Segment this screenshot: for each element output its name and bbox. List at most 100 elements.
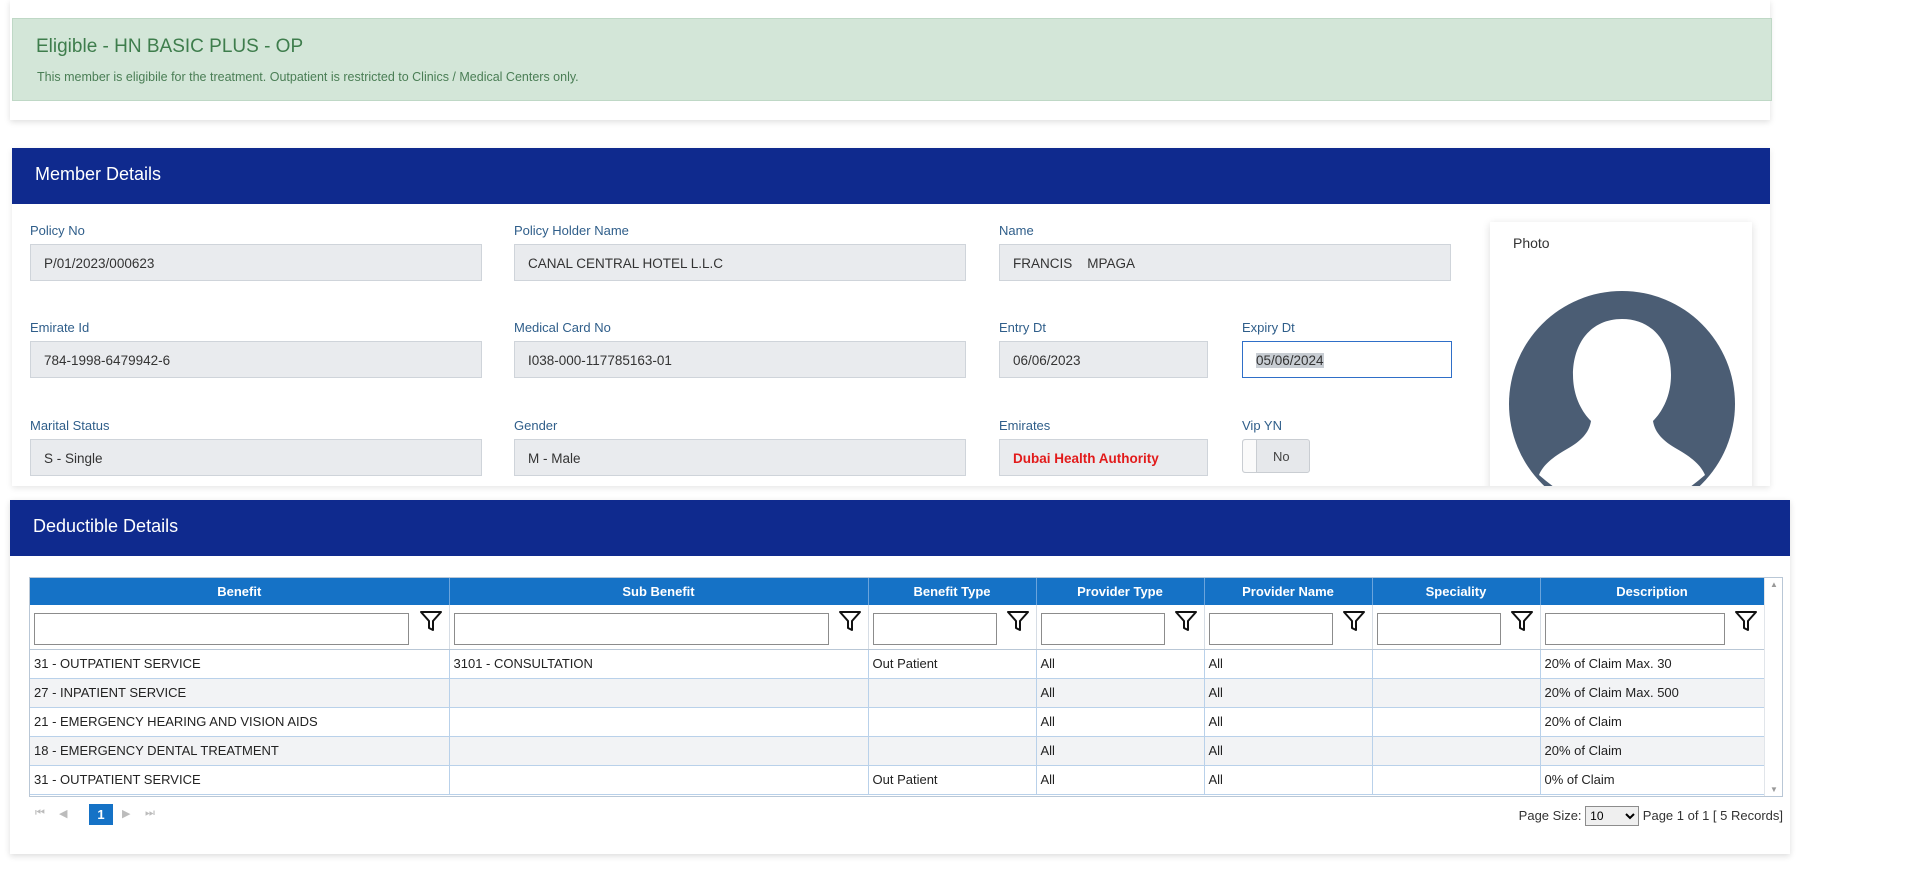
vip-toggle[interactable]: No — [1242, 439, 1310, 473]
table-row[interactable]: 18 - EMERGENCY DENTAL TREATMENT All All … — [30, 736, 1765, 766]
last-page-icon[interactable]: ⏭ — [145, 807, 155, 819]
name-field[interactable]: FRANCIS MPAGA — [999, 244, 1451, 281]
expiry-dt-label: Expiry Dt — [1242, 320, 1295, 335]
policy-holder-label: Policy Holder Name — [514, 223, 629, 238]
scroll-down-icon[interactable]: ▼ — [1770, 785, 1778, 794]
expiry-dt-selected-text: 05/06/2024 — [1256, 353, 1324, 368]
cell-sub-benefit — [449, 678, 869, 708]
table-row[interactable]: 27 - INPATIENT SERVICE All All 20% of Cl… — [30, 678, 1765, 708]
column-header-speciality[interactable]: Speciality — [1372, 578, 1541, 605]
member-details-header: Member Details — [12, 148, 1770, 204]
column-header-sub-benefit[interactable]: Sub Benefit — [449, 578, 869, 605]
filter-input-sub-benefit[interactable] — [453, 613, 829, 645]
cell-benefit-type — [868, 707, 1037, 737]
column-header-provider-name[interactable]: Provider Name — [1204, 578, 1373, 605]
cell-description: 20% of Claim Max. 500 — [1540, 678, 1765, 708]
column-header-provider-type[interactable]: Provider Type — [1036, 578, 1205, 605]
column-header-description[interactable]: Description — [1540, 578, 1765, 605]
cell-benefit: 21 - EMERGENCY HEARING AND VISION AIDS — [30, 707, 450, 737]
cell-provider-name: All — [1204, 736, 1373, 766]
photo-label: Photo — [1513, 235, 1550, 251]
filter-input-speciality[interactable] — [1376, 613, 1501, 645]
cell-benefit: 31 - OUTPATIENT SERVICE — [30, 765, 450, 795]
deductible-table: Benefit Sub Benefit Benefit Type Provide… — [30, 578, 1765, 795]
filter-icon[interactable] — [1006, 609, 1030, 633]
current-page-button[interactable]: 1 — [89, 804, 113, 825]
next-page-icon[interactable]: ▶ — [122, 808, 131, 820]
policy-holder-field[interactable]: CANAL CENTRAL HOTEL L.L.C — [514, 244, 966, 281]
filter-cell-sub-benefit — [449, 605, 869, 650]
policy-no-field[interactable]: P/01/2023/000623 — [30, 244, 482, 281]
first-page-icon[interactable]: ⏮ — [35, 807, 45, 819]
page-summary: Page 1 of 1 [ 5 Records] — [1642, 808, 1783, 823]
deductible-details-header: Deductible Details — [10, 500, 1790, 556]
cell-provider-type: All — [1036, 765, 1205, 795]
gender-label: Gender — [514, 418, 558, 433]
filter-input-benefit-type[interactable] — [872, 613, 997, 645]
column-header-benefit-type[interactable]: Benefit Type — [868, 578, 1037, 605]
member-details-title: Member Details — [35, 164, 162, 184]
page-size-label: Page Size: — [1518, 808, 1582, 823]
filter-cell-description — [1540, 605, 1765, 650]
cell-provider-name: All — [1204, 678, 1373, 708]
cell-speciality — [1372, 765, 1541, 795]
cell-provider-type: All — [1036, 707, 1205, 737]
filter-icon[interactable] — [1174, 609, 1198, 633]
filter-cell-benefit-type — [868, 605, 1037, 650]
medical-card-field[interactable]: I038-000-117785163-01 — [514, 341, 966, 378]
cell-benefit: 18 - EMERGENCY DENTAL TREATMENT — [30, 736, 450, 766]
filter-icon[interactable] — [1734, 609, 1758, 633]
previous-page-icon[interactable]: ◀ — [59, 808, 68, 820]
filter-cell-provider-name — [1204, 605, 1373, 650]
filter-input-benefit[interactable] — [34, 613, 409, 645]
table-row[interactable]: 31 - OUTPATIENT SERVICE 3101 - CONSULTAT… — [30, 649, 1765, 679]
filter-cell-speciality — [1372, 605, 1541, 650]
cell-description: 20% of Claim — [1540, 707, 1765, 737]
entry-dt-field[interactable]: 06/06/2023 — [999, 341, 1208, 378]
vip-label: Vip YN — [1242, 418, 1282, 433]
cell-speciality — [1372, 678, 1541, 708]
page-size-select[interactable]: 10 — [1585, 806, 1640, 826]
filter-cell-provider-type — [1036, 605, 1205, 650]
cell-description: 20% of Claim — [1540, 736, 1765, 766]
deductible-grid: Benefit Sub Benefit Benefit Type Provide… — [29, 577, 1783, 797]
filter-icon[interactable] — [419, 609, 443, 633]
cell-benefit: 31 - OUTPATIENT SERVICE — [30, 649, 450, 679]
filter-input-description[interactable] — [1544, 613, 1725, 645]
eligibility-message: This member is eligibile for the treatme… — [37, 70, 579, 84]
cell-benefit-type — [868, 736, 1037, 766]
marital-status-field[interactable]: S - Single — [30, 439, 482, 476]
deductible-details-card: Deductible Details Benefit Sub Benefit B… — [10, 500, 1790, 854]
cell-sub-benefit: 3101 - CONSULTATION — [449, 649, 869, 679]
grid-filter-row — [30, 605, 1765, 650]
grid-pager: ⏮ ◀ 1 ▶ ⏭ Page Size: 10 Page 1 of 1 [ 5 … — [29, 803, 1783, 827]
cell-speciality — [1372, 736, 1541, 766]
person-silhouette-icon — [1509, 291, 1735, 486]
cell-provider-type: All — [1036, 649, 1205, 679]
emirates-field[interactable]: Dubai Health Authority — [999, 439, 1208, 476]
cell-provider-type: All — [1036, 678, 1205, 708]
table-row[interactable]: 21 - EMERGENCY HEARING AND VISION AIDS A… — [30, 707, 1765, 737]
expiry-dt-field[interactable]: 05/06/2024 — [1242, 341, 1452, 378]
cell-sub-benefit — [449, 707, 869, 737]
table-row[interactable]: 31 - OUTPATIENT SERVICE Out Patient All … — [30, 765, 1765, 795]
policy-no-label: Policy No — [30, 223, 85, 238]
filter-icon[interactable] — [1342, 609, 1366, 633]
photo-card: Photo — [1490, 222, 1752, 486]
filter-icon[interactable] — [1510, 609, 1534, 633]
column-header-benefit[interactable]: Benefit — [30, 578, 450, 605]
cell-description: 20% of Claim Max. 30 — [1540, 649, 1765, 679]
filter-icon[interactable] — [838, 609, 862, 633]
cell-sub-benefit — [449, 736, 869, 766]
emirate-id-field[interactable]: 784-1998-6479942-6 — [30, 341, 482, 378]
gender-field[interactable]: M - Male — [514, 439, 966, 476]
filter-input-provider-type[interactable] — [1040, 613, 1165, 645]
eligibility-title: Eligible - HN BASIC PLUS - OP — [36, 36, 304, 57]
medical-card-label: Medical Card No — [514, 320, 611, 335]
scroll-up-icon[interactable]: ▲ — [1770, 580, 1778, 589]
member-details-card: Member Details Policy No P/01/2023/00062… — [12, 148, 1770, 486]
emirate-id-label: Emirate Id — [30, 320, 90, 335]
grid-vertical-scrollbar[interactable]: ▲ ▼ — [1764, 578, 1782, 796]
filter-input-provider-name[interactable] — [1208, 613, 1333, 645]
